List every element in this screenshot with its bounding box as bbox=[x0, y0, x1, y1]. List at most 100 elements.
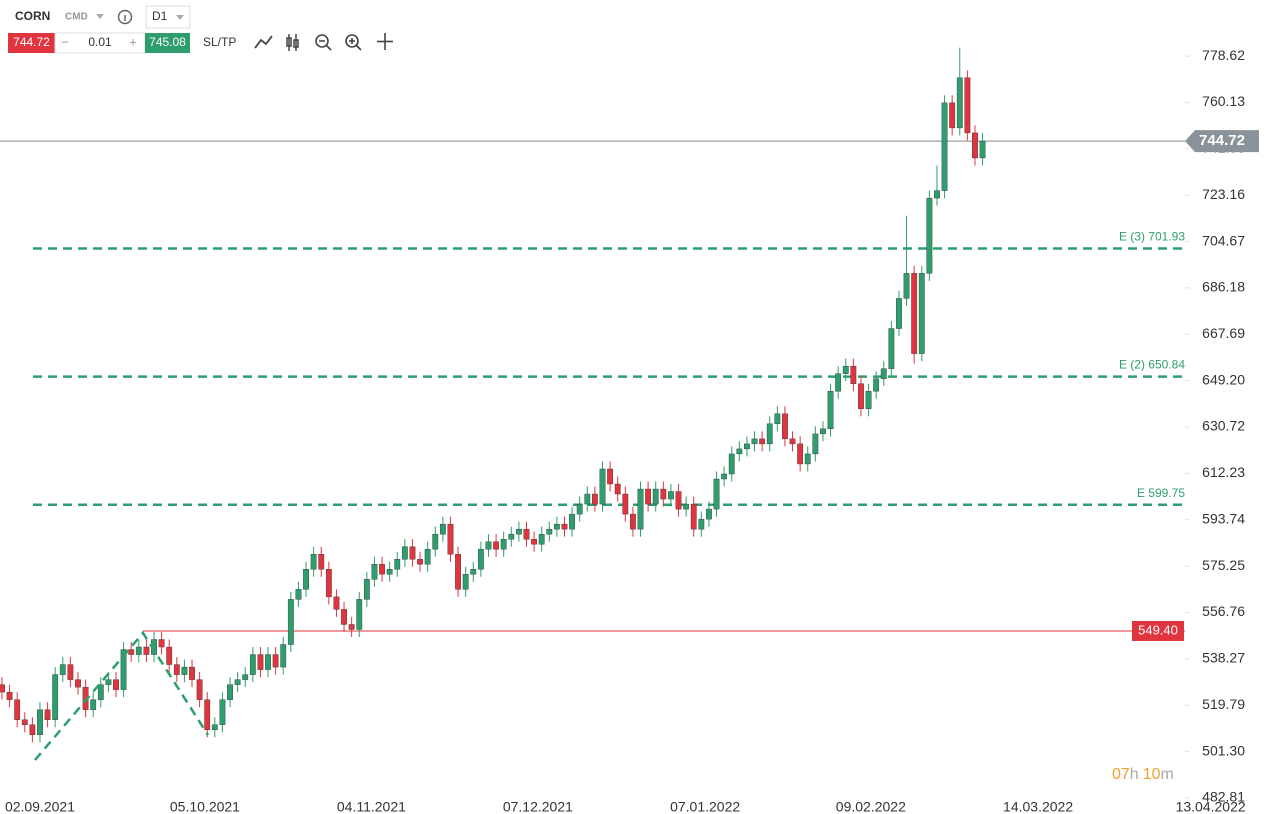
y-tick-label: 686.18 bbox=[1202, 279, 1245, 295]
candle-body bbox=[827, 391, 834, 430]
y-tick-label: 593.74 bbox=[1202, 510, 1245, 526]
candle-body bbox=[386, 569, 393, 575]
candle-body bbox=[979, 140, 986, 159]
y-tick-label: 501.30 bbox=[1202, 742, 1245, 758]
candle-body bbox=[850, 365, 857, 384]
candle-body bbox=[614, 483, 621, 495]
level-label: E (3) 701.93 bbox=[1119, 230, 1185, 244]
candle-body bbox=[29, 724, 36, 735]
candle-body bbox=[158, 639, 165, 648]
candle-body bbox=[44, 709, 51, 720]
dropdown-caret[interactable] bbox=[96, 14, 104, 19]
candle-body bbox=[113, 679, 119, 690]
candle-body bbox=[166, 646, 173, 665]
candle-body bbox=[143, 646, 150, 655]
candle-body bbox=[439, 523, 446, 535]
candle-body bbox=[645, 488, 652, 505]
line-tool-icon[interactable] bbox=[254, 35, 273, 49]
stop-label: 549.40 bbox=[1138, 622, 1178, 637]
y-tick-label: 667.69 bbox=[1202, 325, 1245, 341]
timeframe-select[interactable] bbox=[145, 5, 191, 29]
candle-body bbox=[470, 569, 477, 575]
candle-body bbox=[493, 541, 499, 550]
y-tick-label: 556.76 bbox=[1202, 603, 1245, 619]
candle-body bbox=[531, 538, 537, 545]
candle-body bbox=[934, 190, 940, 199]
level-label: E 599.75 bbox=[1137, 486, 1185, 500]
y-tick-label: 760.13 bbox=[1202, 93, 1245, 109]
candle-body bbox=[242, 674, 249, 680]
candle-body bbox=[842, 365, 849, 374]
candle-body bbox=[280, 644, 287, 668]
minus[interactable]: − bbox=[61, 34, 69, 49]
move-icon[interactable] bbox=[377, 33, 393, 50]
candle-countdown: 07h 10m bbox=[1112, 766, 1174, 783]
candle-body bbox=[713, 478, 720, 510]
x-tick-label: 07.12.2021 bbox=[503, 799, 573, 814]
sell-button[interactable] bbox=[8, 33, 55, 53]
timeframe: D1 bbox=[152, 9, 168, 23]
sltp-button[interactable]: SL/TP bbox=[203, 35, 236, 49]
candle-body bbox=[401, 546, 408, 560]
info-icon[interactable] bbox=[117, 9, 133, 25]
zoom-in-icon[interactable] bbox=[345, 34, 362, 51]
volume: 0.01 bbox=[88, 35, 112, 49]
y-tick-label: 575.25 bbox=[1202, 557, 1245, 573]
x-tick-label: 05.10.2021 bbox=[170, 799, 240, 814]
candle-body bbox=[500, 538, 507, 550]
y-tick-label: 519.79 bbox=[1202, 696, 1245, 712]
bid-price: 744.72 bbox=[13, 35, 50, 49]
price-label-box bbox=[1185, 130, 1259, 153]
zoom-out-icon[interactable] bbox=[315, 34, 332, 51]
candle-body bbox=[333, 596, 340, 610]
candle-body bbox=[660, 488, 667, 500]
candle-body bbox=[234, 679, 241, 685]
minutes: 10 bbox=[1143, 766, 1161, 783]
y-tick-label: 612.23 bbox=[1202, 464, 1245, 480]
candle-body bbox=[880, 368, 887, 379]
candle-body bbox=[485, 541, 492, 550]
candle-body bbox=[630, 513, 636, 530]
candle-body bbox=[462, 574, 469, 590]
candle-body bbox=[774, 413, 781, 425]
candle-body bbox=[652, 488, 659, 505]
candle-body bbox=[249, 654, 256, 675]
candle-body bbox=[128, 649, 135, 655]
candle-body bbox=[59, 664, 66, 675]
x-tick-label: 07.01.2022 bbox=[670, 799, 740, 814]
candle-body bbox=[835, 373, 842, 392]
y-tick-label: 723.16 bbox=[1202, 186, 1245, 202]
candle-body bbox=[812, 433, 819, 455]
y-tick-label: 704.67 bbox=[1202, 232, 1245, 248]
candle-body bbox=[105, 679, 112, 685]
candle-body bbox=[120, 649, 127, 690]
candle-body bbox=[918, 273, 925, 354]
symbol[interactable]: CORN bbox=[15, 9, 50, 23]
candle-body bbox=[204, 699, 211, 730]
candle-body bbox=[956, 77, 963, 129]
candle-body bbox=[865, 391, 872, 409]
candle-body bbox=[295, 589, 302, 600]
candle-body bbox=[972, 132, 978, 159]
candle-body bbox=[736, 448, 743, 455]
stop-label-box bbox=[1132, 620, 1184, 641]
candle-body bbox=[751, 438, 758, 445]
plus[interactable]: + bbox=[129, 34, 137, 49]
candle-body bbox=[341, 609, 347, 625]
candle-body bbox=[424, 549, 431, 565]
candle-body bbox=[607, 468, 614, 485]
candle-body bbox=[858, 383, 864, 409]
price-label: 744.72 bbox=[1199, 132, 1245, 149]
candle-body bbox=[90, 699, 97, 710]
candle-body bbox=[227, 684, 233, 700]
candle-body bbox=[508, 533, 515, 540]
candle-body bbox=[903, 273, 910, 299]
buy-button[interactable] bbox=[145, 33, 190, 53]
y-tick-label: 649.20 bbox=[1202, 371, 1245, 387]
candle-tool-icon[interactable] bbox=[286, 34, 299, 51]
candle-body bbox=[409, 546, 416, 560]
candle-body bbox=[584, 493, 591, 505]
candle-body bbox=[219, 699, 226, 725]
candle-body bbox=[964, 77, 971, 134]
